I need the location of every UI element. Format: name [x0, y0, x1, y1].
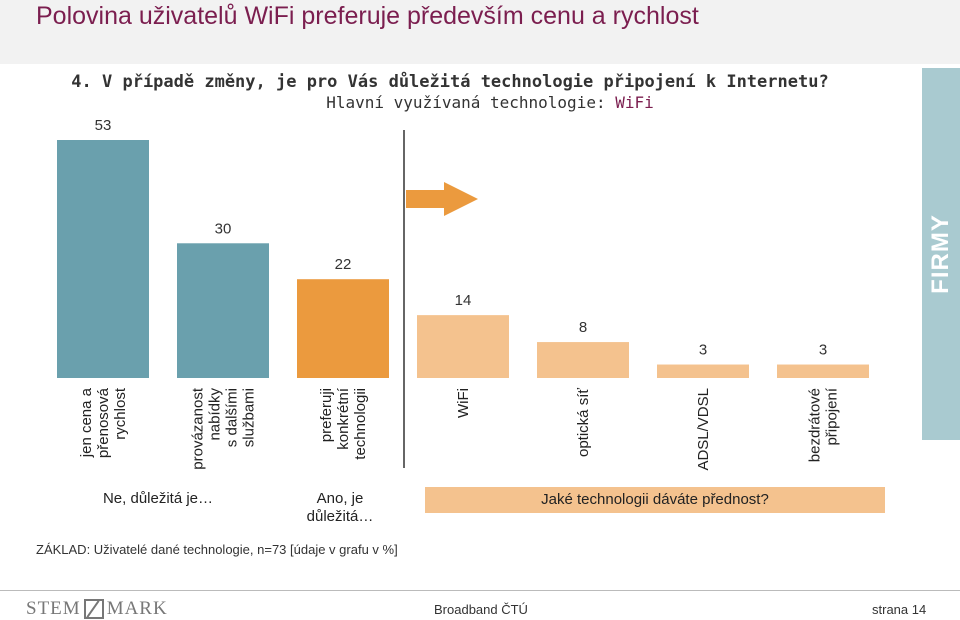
page-title: Polovina uživatelů WiFi preferuje předev… — [36, 2, 699, 30]
category-label-6: ADSL/VDSL — [695, 388, 712, 471]
arrow-right-icon — [406, 182, 478, 216]
footer-source: Broadband ČTÚ — [434, 602, 528, 617]
category-label-2: provázanostnabídkys dalšímislužbami — [190, 387, 258, 470]
footer-divider — [0, 590, 960, 591]
subtitle-prefix: Hlavní využívaná technologie: — [326, 93, 606, 112]
category-label-4: WiFi — [455, 388, 472, 418]
data-label-6: 3 — [699, 342, 707, 359]
data-label-3: 22 — [335, 256, 352, 273]
logo-right: MARK — [106, 598, 168, 619]
bar-3 — [297, 279, 389, 378]
data-label-5: 8 — [579, 319, 587, 336]
data-label-7: 3 — [819, 342, 827, 359]
which-technology-label: Jaké technologii dáváte přednost? — [541, 491, 769, 508]
title-band — [0, 0, 960, 64]
which-technology-band: Jaké technologii dáváte přednost? — [425, 487, 885, 513]
bar-6 — [657, 364, 749, 378]
bar-2 — [177, 243, 269, 378]
bar-5 — [537, 342, 629, 378]
question-text: 4. V případě změny, je pro Vás důležitá … — [71, 72, 829, 92]
bar-4 — [417, 315, 509, 378]
stem-mark-logo: STEM MARK — [26, 598, 168, 620]
category-label-1: jen cena apřenosovárychlost — [78, 387, 129, 458]
category-label-3: preferujikonkrétnítechnologii — [318, 387, 369, 460]
group-label-no: Ne, důležitá je… — [102, 490, 214, 507]
category-label-5: optická síť — [575, 388, 592, 457]
category-label-7: bezdrátovépřipojení — [807, 387, 841, 462]
logo-left: STEM — [26, 598, 81, 619]
base-note: ZÁKLAD: Uživatelé dané technologie, n=73… — [36, 542, 398, 557]
bar-1 — [57, 140, 149, 378]
logo-mark-icon — [83, 599, 104, 619]
group-label-yes: Ano, je důležitá… — [306, 490, 374, 525]
bars-group: 53 jen cena apřenosovárychlost 30 provázano… — [57, 117, 869, 471]
page-number: strana 14 — [872, 602, 927, 617]
segment-tab: FIRMY — [922, 68, 960, 440]
data-label-4: 14 — [455, 292, 472, 309]
bar-7 — [777, 364, 869, 378]
question-subtitle: Hlavní využívaná technologie: WiFi — [0, 93, 960, 112]
data-label-1: 53 — [95, 117, 112, 134]
bar-chart: 53 jen cena apřenosovárychlost 30 provázano… — [57, 117, 869, 471]
subtitle-technology: WiFi — [615, 93, 654, 112]
data-label-2: 30 — [215, 220, 232, 237]
